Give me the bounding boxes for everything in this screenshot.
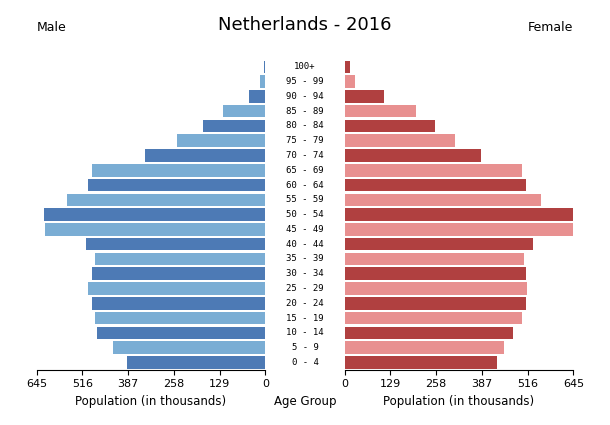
Text: 70 - 74: 70 - 74	[286, 151, 324, 160]
Bar	[249, 90, 265, 103]
Bar	[88, 179, 265, 191]
Bar	[345, 61, 350, 73]
Bar	[97, 326, 265, 339]
Text: 75 - 79: 75 - 79	[286, 136, 324, 145]
Bar	[345, 312, 522, 324]
Bar	[113, 341, 265, 354]
Text: 55 - 59: 55 - 59	[286, 196, 324, 204]
Bar	[345, 208, 573, 221]
Text: Age Group: Age Group	[274, 395, 336, 408]
Text: 20 - 24: 20 - 24	[286, 299, 324, 308]
Text: 25 - 29: 25 - 29	[286, 284, 324, 293]
Bar	[264, 61, 265, 73]
Bar	[345, 238, 533, 250]
Text: 15 - 19: 15 - 19	[286, 314, 324, 323]
Text: Male: Male	[37, 21, 66, 34]
Bar	[345, 341, 504, 354]
Bar	[95, 253, 265, 265]
Text: Female: Female	[528, 21, 573, 34]
Bar	[260, 75, 265, 88]
Bar	[345, 282, 527, 295]
Text: 10 - 14: 10 - 14	[286, 329, 324, 337]
Text: 5 - 9: 5 - 9	[292, 343, 318, 352]
Bar	[345, 134, 454, 147]
Bar	[345, 253, 524, 265]
Bar	[345, 223, 573, 236]
Bar	[46, 223, 265, 236]
Bar	[345, 267, 526, 280]
Text: 85 - 89: 85 - 89	[286, 107, 324, 116]
Bar	[223, 105, 265, 117]
Text: 30 - 34: 30 - 34	[286, 269, 324, 278]
Bar	[88, 282, 265, 295]
Bar	[345, 193, 542, 206]
Text: 45 - 49: 45 - 49	[286, 225, 324, 234]
Text: 95 - 99: 95 - 99	[286, 77, 324, 86]
Text: Population (in thousands): Population (in thousands)	[384, 395, 534, 408]
Bar	[345, 120, 435, 132]
Text: Netherlands - 2016: Netherlands - 2016	[218, 16, 392, 34]
Bar	[345, 149, 481, 162]
Text: 65 - 69: 65 - 69	[286, 166, 324, 175]
Text: 80 - 84: 80 - 84	[286, 122, 324, 130]
Text: 60 - 64: 60 - 64	[286, 181, 324, 190]
Text: 90 - 94: 90 - 94	[286, 92, 324, 101]
Bar	[345, 356, 497, 368]
Text: 100+: 100+	[294, 62, 316, 71]
Bar	[92, 267, 265, 280]
Text: 50 - 54: 50 - 54	[286, 210, 324, 219]
Bar	[345, 297, 526, 309]
Bar	[95, 312, 265, 324]
Bar	[345, 179, 526, 191]
Bar	[345, 105, 415, 117]
Bar	[66, 193, 265, 206]
Bar	[345, 326, 513, 339]
Bar	[345, 164, 522, 176]
Bar	[145, 149, 265, 162]
Bar	[203, 120, 265, 132]
Bar	[345, 75, 355, 88]
Bar	[92, 297, 265, 309]
Bar	[177, 134, 265, 147]
Bar	[86, 238, 265, 250]
Text: 35 - 39: 35 - 39	[286, 255, 324, 264]
Bar	[92, 164, 265, 176]
Bar	[44, 208, 265, 221]
Text: 0 - 4: 0 - 4	[292, 358, 318, 367]
Bar	[127, 356, 265, 368]
Text: 40 - 44: 40 - 44	[286, 240, 324, 249]
Bar	[345, 90, 384, 103]
Text: Population (in thousands): Population (in thousands)	[76, 395, 226, 408]
